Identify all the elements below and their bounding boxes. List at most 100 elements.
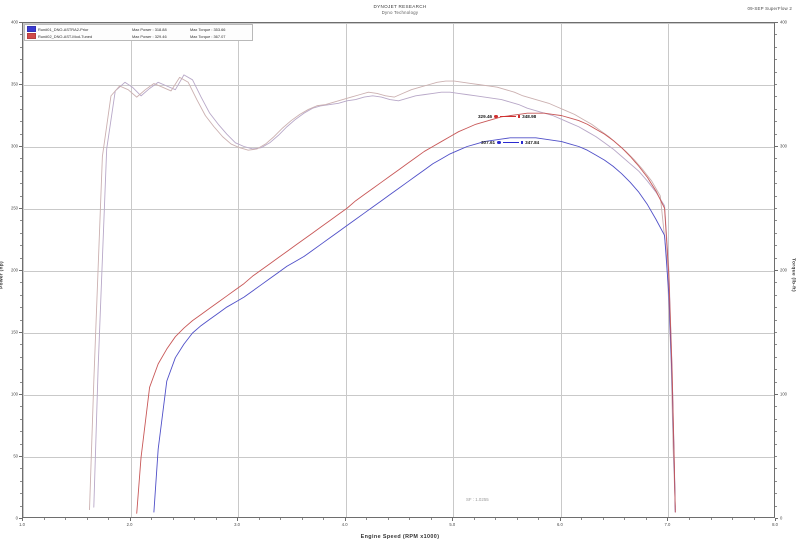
x-axis-minor-tick <box>301 518 303 520</box>
x-axis-minor-tick <box>624 518 626 520</box>
x-axis-tick <box>559 518 561 521</box>
x-axis-minor-tick <box>538 518 540 520</box>
y-axis-minor-tick-left <box>20 480 22 482</box>
y-axis-tick-label-right: 300 <box>780 143 787 149</box>
y-axis-tick-label-left: 250 <box>11 205 18 211</box>
y-axis-tick-label-right: 200 <box>780 267 787 273</box>
y-axis-minor-tick-left <box>20 133 22 135</box>
y-axis-minor-tick-right <box>775 431 777 433</box>
y-axis-tick-left <box>19 208 22 209</box>
x-axis-minor-tick <box>215 518 217 520</box>
y-axis-tick-label-left: 150 <box>11 329 18 335</box>
y-axis-tick-left <box>19 456 22 457</box>
x-axis-minor-tick <box>366 518 368 520</box>
y-axis-tick-right <box>775 394 778 395</box>
y-axis-minor-tick-left <box>20 121 22 123</box>
y-axis-minor-tick-left <box>20 59 22 61</box>
y-axis-minor-tick-left <box>20 344 22 346</box>
y-axis-minor-tick-right <box>775 158 777 160</box>
x-axis-minor-tick <box>387 518 389 520</box>
y-axis-tick-left <box>19 332 22 333</box>
grid-line-vertical <box>238 23 240 517</box>
x-axis-minor-tick <box>516 518 518 520</box>
legend-swatch <box>27 26 36 32</box>
y-axis-tick-label-left: 350 <box>11 81 18 87</box>
x-axis-tick-label: 5.0 <box>449 522 456 527</box>
y-axis-minor-tick-right <box>775 294 777 296</box>
y-axis-minor-tick-left <box>20 369 22 371</box>
x-axis-tick-label: 1.0 <box>19 522 25 527</box>
y-axis-minor-tick-right <box>775 71 777 73</box>
anno-connector <box>499 115 516 118</box>
x-axis-minor-tick <box>258 518 260 520</box>
x-axis-tick-label: 4.0 <box>341 522 348 527</box>
legend-row[interactable]: Run#02_DNO-AST-Mod-Tuned Max Power : 329… <box>27 33 250 39</box>
x-axis-tick <box>344 518 346 521</box>
peak-annotation-red: 329.46 348.98 <box>478 114 536 119</box>
y-axis-minor-tick-left <box>20 257 22 259</box>
y-axis-minor-tick-right <box>775 183 777 185</box>
y-axis-minor-tick-right <box>775 344 777 346</box>
anno-right-value: 347.84 <box>525 140 540 145</box>
y-axis-tick-right <box>775 146 778 147</box>
y-axis-minor-tick-right <box>775 307 777 309</box>
y-axis-minor-tick-left <box>20 170 22 172</box>
y-axis-tick-label-right: 100 <box>780 391 787 397</box>
y-axis-minor-tick-left <box>20 158 22 160</box>
legend-power: Max Power : 318.88 <box>132 26 167 32</box>
y-axis-minor-tick-right <box>775 208 777 209</box>
grid-line-horizontal <box>23 333 774 334</box>
y-axis-minor-tick-right <box>775 121 777 123</box>
legend[interactable]: Run#01_DNO-ASTRA2-Prior Max Power : 318.… <box>24 24 253 41</box>
x-axis-minor-tick <box>473 518 475 520</box>
grid-line-horizontal <box>23 147 774 148</box>
x-axis-title: Engine Speed (RPM x1000) <box>360 534 440 540</box>
y-axis-minor-tick-left <box>20 232 22 234</box>
grid-line-vertical <box>560 23 562 517</box>
y-axis-minor-tick-right <box>775 443 777 445</box>
y-axis-tick-left <box>19 146 22 147</box>
curve-layer <box>89 74 676 514</box>
x-axis-minor-tick <box>194 518 196 520</box>
y-axis-minor-tick-right <box>775 381 777 383</box>
y-axis-minor-tick-right <box>775 456 777 457</box>
y-axis-tick-label-left: 300 <box>11 143 18 149</box>
curve-torque <box>89 76 676 511</box>
x-axis-minor-tick <box>86 518 88 520</box>
y-axis-minor-tick-left <box>20 245 22 247</box>
y-axis-tick-right <box>775 518 778 519</box>
y-axis-minor-tick-left <box>20 307 22 309</box>
x-axis-minor-tick <box>108 518 110 520</box>
x-axis-minor-tick <box>151 518 153 520</box>
y-axis-title-right: Torque (lb-ft) <box>790 258 796 292</box>
y-axis-minor-tick-left <box>20 493 22 495</box>
y-axis-minor-tick-right <box>775 493 777 495</box>
y-axis-minor-tick-left <box>20 505 22 507</box>
grid-line-vertical <box>453 23 455 517</box>
y-axis-minor-tick-right <box>775 96 777 98</box>
anno-marker-dot <box>494 114 498 119</box>
y-axis-minor-tick-left <box>20 381 22 383</box>
y-axis-minor-tick-right <box>775 59 777 61</box>
smoothing-footnote: SF : 1.0255 <box>466 497 489 502</box>
x-axis-minor-tick <box>732 518 733 520</box>
x-axis-tick <box>452 518 454 521</box>
legend-power: Max Power : 329.46 <box>132 33 167 39</box>
x-axis-minor-tick <box>409 518 411 520</box>
y-axis-minor-tick-left <box>20 468 22 470</box>
y-axis-minor-tick-left <box>20 108 22 110</box>
y-axis-minor-tick-left <box>20 294 22 296</box>
legend-row[interactable]: Run#01_DNO-ASTRA2-Prior Max Power : 318.… <box>27 26 250 32</box>
y-axis-minor-tick-left <box>20 443 22 445</box>
y-axis-tick-left <box>19 22 22 23</box>
y-axis-minor-tick-left <box>20 406 22 408</box>
x-axis-minor-tick <box>688 518 690 520</box>
anno-marker-dot <box>497 140 501 145</box>
y-axis-minor-tick-right <box>775 34 777 36</box>
anno-left-value: 329.46 <box>478 114 493 119</box>
x-axis-minor-tick <box>280 518 282 520</box>
header-title: DYNOJET RESEARCH <box>373 4 427 9</box>
y-axis-tick-label-right: 0 <box>780 515 783 521</box>
y-axis-minor-tick-right <box>775 480 777 482</box>
